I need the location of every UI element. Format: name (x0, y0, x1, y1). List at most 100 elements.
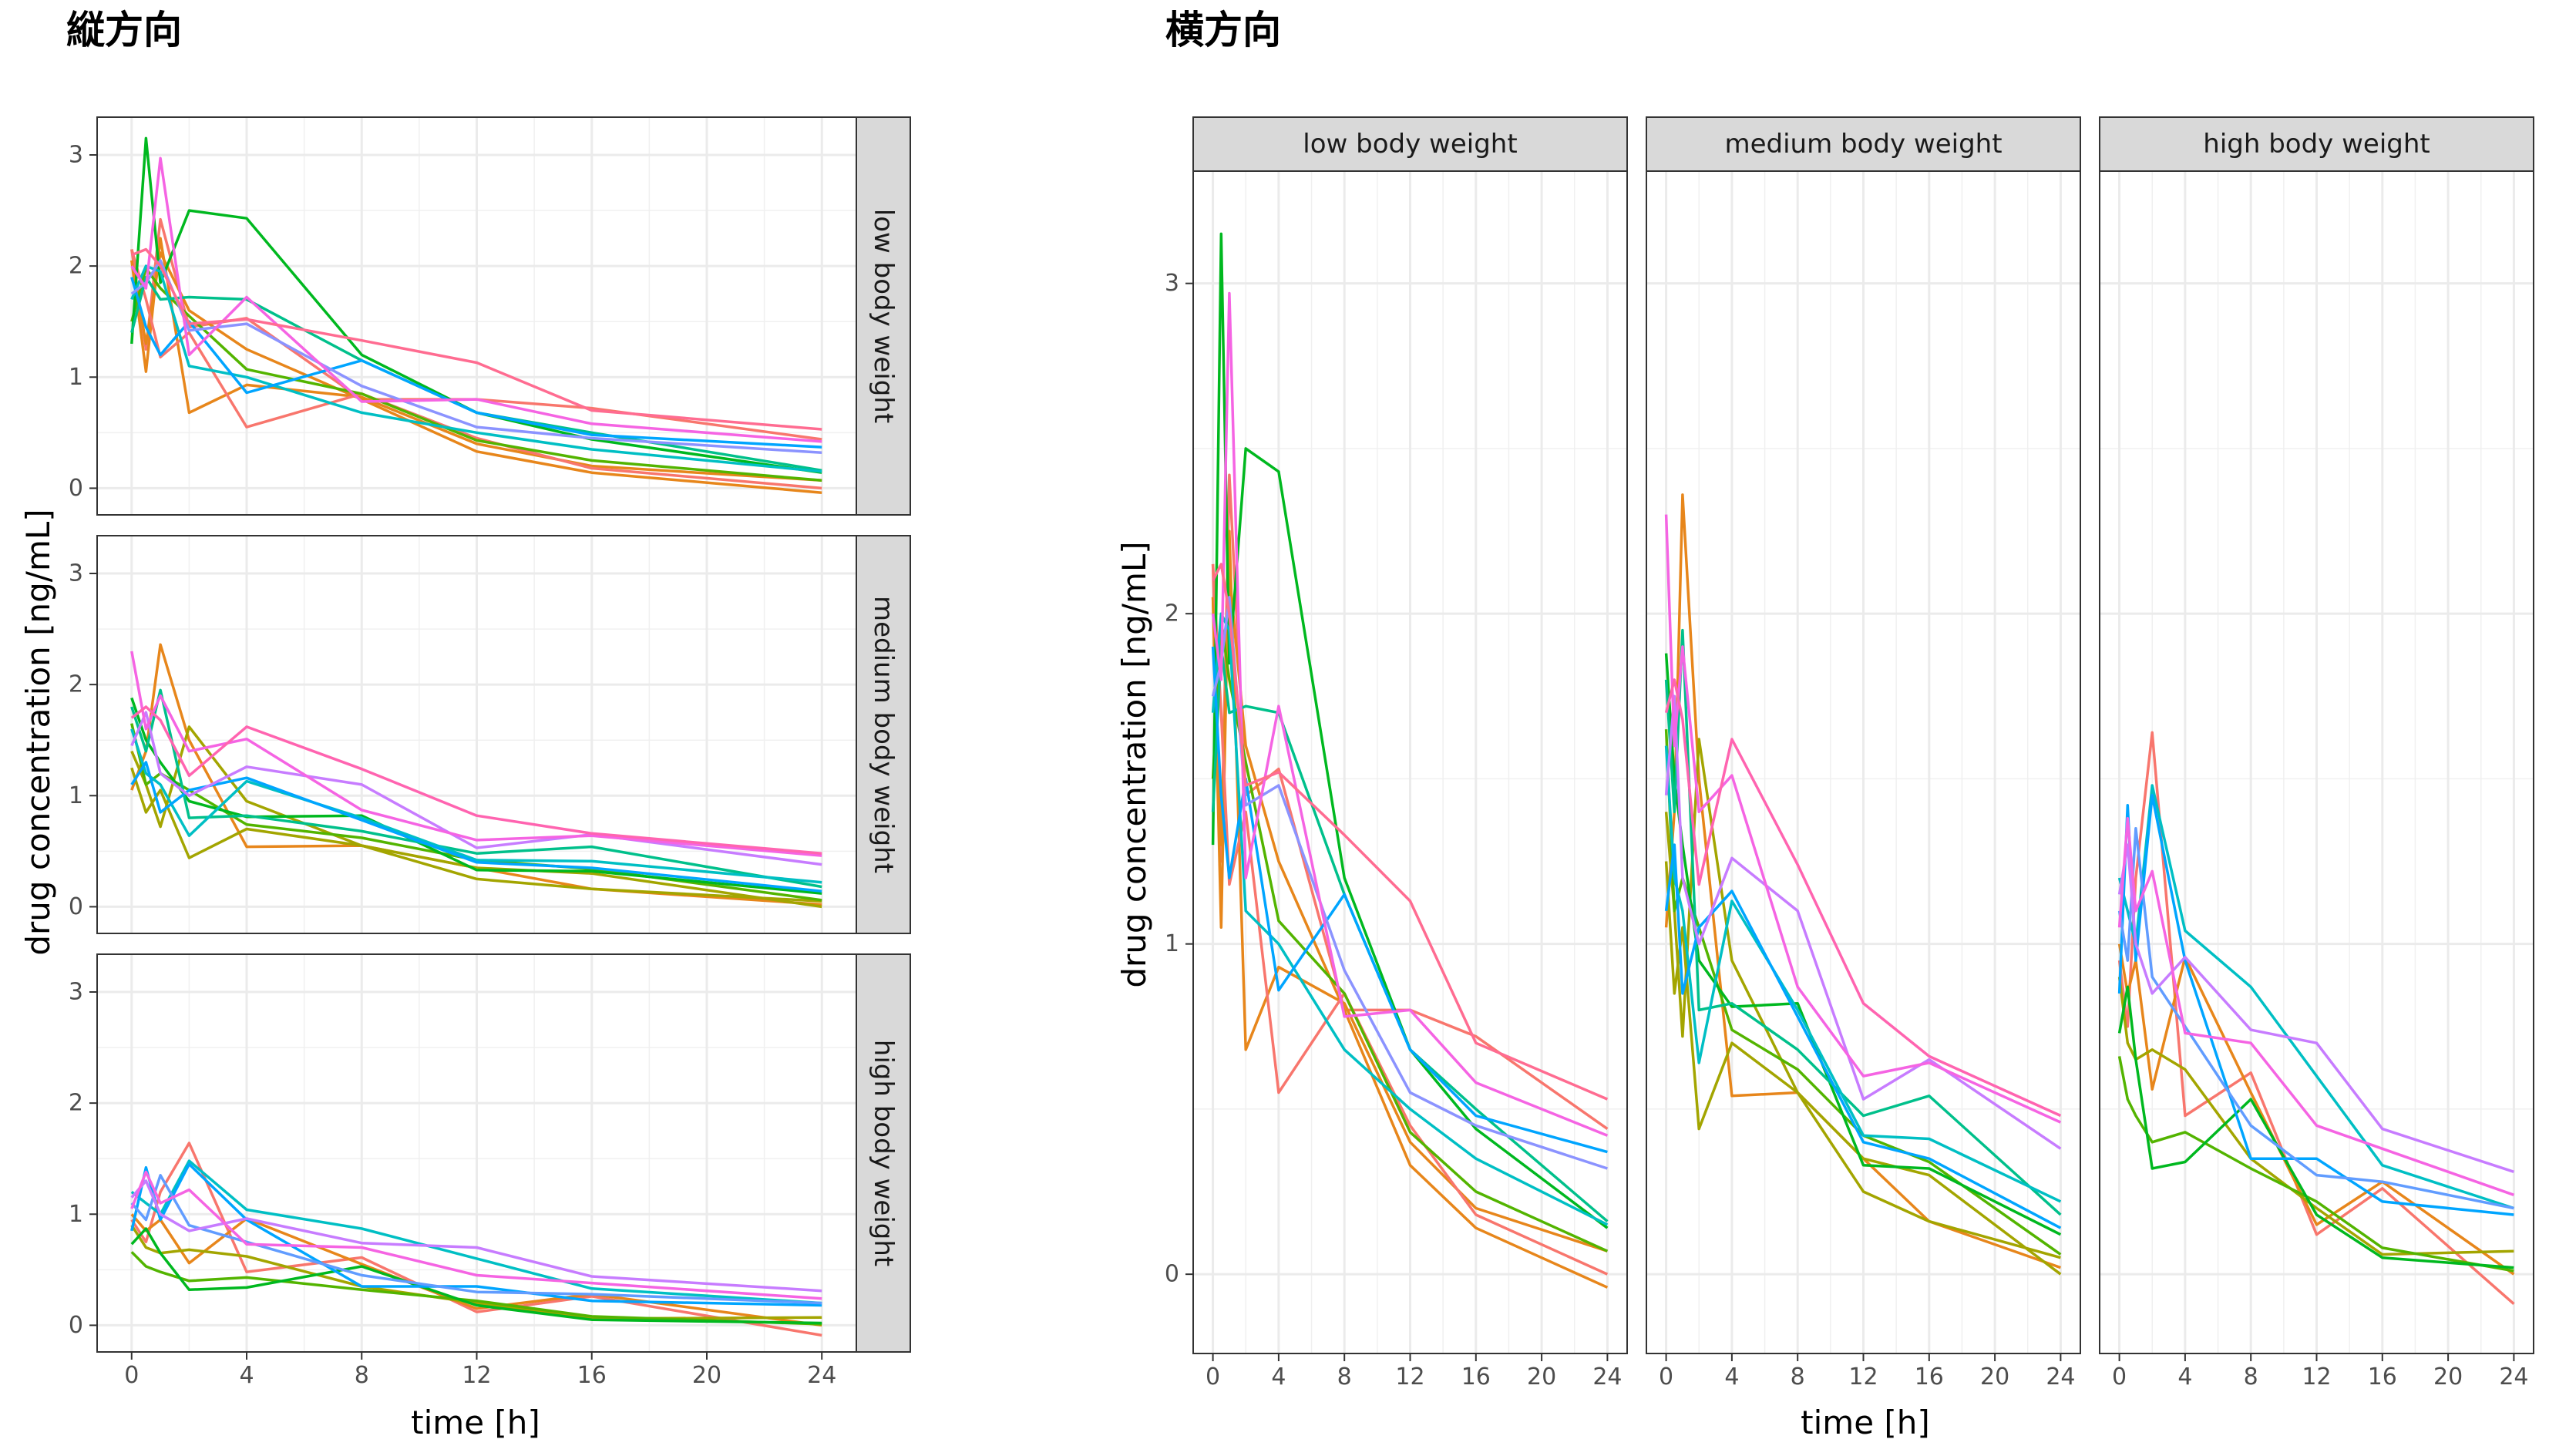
h-medium-body-weight-series-line-11 (1664, 678, 2062, 1118)
v-high-body-weight-x-tick-label: 20 (692, 1362, 721, 1389)
v-low-body-weight-y-tick-label: 0 (69, 475, 83, 502)
v-low-body-weight-strip-label: low body weight (868, 209, 899, 423)
h-high-body-weight-series-line-5 (2117, 985, 2514, 1269)
v-high-body-weight-series-line-10 (130, 1170, 822, 1300)
v-low-body-weight-series-line-12 (131, 247, 822, 431)
h-low-body-weight-series-line-6 (1211, 232, 1609, 1229)
vertical-y-axis-title: drug concentration [ng/mL] (19, 509, 57, 955)
v-high-body-weight-series-line-8 (130, 1174, 822, 1305)
h-low-body-weight-strip (1192, 116, 1628, 172)
h-medium-body-weight-x-tick-label: 20 (1980, 1364, 2009, 1390)
v-low-body-weight-series-line-8 (130, 264, 822, 473)
v-low-body-weight-series-line-4 (130, 249, 822, 490)
v-low-body-weight-y-tick-label: 2 (69, 253, 83, 280)
v-low-body-weight-series-line-9 (130, 277, 822, 449)
v-high-body-weight-y-tick-label: 3 (69, 979, 83, 1006)
h-high-body-weight-panel: high body weight 0 4 8 12 16 20 24 (2099, 116, 2534, 1390)
h-low-body-weight-series-line-8 (1211, 612, 1609, 1226)
h-low-body-weight-x-tick-label: 20 (1527, 1364, 1556, 1390)
vertical-figure-title: 縦方向 (66, 8, 182, 52)
v-high-body-weight-series-line-4 (130, 1251, 822, 1326)
h-low-body-weight-x-tick-label: 12 (1395, 1364, 1424, 1390)
v-low-body-weight-series-line-10 (130, 259, 822, 455)
h-medium-body-weight-series-group (1664, 493, 2062, 1276)
h-medium-body-weight-x-tick-label: 12 (1848, 1364, 1878, 1390)
h-low-body-weight-x-tick-label: 16 (1461, 1364, 1491, 1390)
h-low-body-weight-x-tick-label: 24 (1592, 1364, 1622, 1390)
v-high-body-weight-x-tick-label: 12 (462, 1362, 491, 1389)
h-low-body-weight-series-line-10 (1211, 596, 1608, 1170)
h-high-body-weight-strip-label: high body weight (2203, 129, 2430, 160)
horizontal-figure-title: 横方向 (1165, 8, 1281, 52)
h-medium-body-weight-series-line-8 (1664, 843, 2062, 1229)
v-medium-body-weight-y-tick-label: 0 (69, 893, 83, 920)
h-medium-body-weight-x-tick-label: 24 (2046, 1364, 2075, 1390)
h-high-body-weight-series-line-4 (2117, 1056, 2514, 1273)
h-low-body-weight-y-tick-label: 3 (1165, 270, 1179, 297)
horizontal-y-axis-title: drug concentration [ng/mL] (1115, 541, 1153, 987)
v-medium-body-weight-series-line-10 (130, 651, 822, 857)
v-high-body-weight-y-tick-label: 1 (69, 1201, 83, 1228)
h-low-body-weight-x-tick-label: 4 (1271, 1364, 1286, 1390)
v-medium-body-weight-strip-label: medium body weight (868, 596, 899, 873)
h-medium-body-weight-x-tick-label: 16 (1915, 1364, 1944, 1390)
h-high-body-weight-series-line-10 (2117, 817, 2514, 1196)
h-low-body-weight-series-line-4 (1211, 563, 1609, 1276)
v-high-body-weight-x-tick-label: 4 (239, 1362, 254, 1389)
v-high-body-weight-x-tick-label: 16 (577, 1362, 607, 1389)
v-high-body-weight-x-tick-label: 8 (355, 1362, 369, 1389)
h-low-body-weight-series-group (1211, 232, 1609, 1289)
h-low-body-weight-x-tick-label: 0 (1206, 1364, 1220, 1390)
h-low-body-weight-y-tick-label: 2 (1165, 600, 1179, 627)
v-medium-body-weight-series-line-9 (130, 711, 822, 866)
v-high-body-weight-x-tick-label: 24 (807, 1362, 836, 1389)
v-medium-body-weight-strip (856, 535, 911, 934)
h-high-body-weight-series-line-9 (2117, 843, 2514, 1173)
h-medium-body-weight-panel: medium body weight 0 4 8 12 16 20 24 (1646, 116, 2081, 1390)
v-medium-body-weight-series-line-11 (130, 705, 822, 855)
v-low-body-weight-panel: low body weight 0 1 2 3 (69, 116, 911, 516)
h-medium-body-weight-series-line-3 (1664, 861, 2061, 1259)
h-high-body-weight-x-tick-label: 0 (2112, 1364, 2127, 1390)
v-low-body-weight-series-line-11 (130, 156, 822, 443)
vertical-x-axis-title: time [h] (411, 1404, 540, 1441)
h-high-body-weight-x-tick-label: 12 (2302, 1364, 2331, 1390)
v-high-body-weight-y-tick-label: 0 (69, 1312, 83, 1339)
h-low-body-weight-series-line-9 (1211, 646, 1608, 1154)
h-high-body-weight-strip (2099, 116, 2534, 172)
v-low-body-weight-series-line-6 (130, 136, 822, 474)
h-low-body-weight-y-tick-label: 0 (1165, 1261, 1179, 1288)
v-low-body-weight-y-tick-label: 1 (69, 364, 83, 391)
h-medium-body-weight-strip (1646, 116, 2081, 172)
h-medium-body-weight-strip-label: medium body weight (1724, 129, 2002, 160)
v-low-body-weight-strip (856, 116, 911, 516)
h-high-body-weight-series-line-3 (2117, 977, 2514, 1256)
h-medium-body-weight-series-line-10 (1664, 514, 2062, 1124)
h-high-body-weight-series-group (2117, 731, 2515, 1306)
v-medium-body-weight-series-line-8 (130, 761, 822, 893)
v-high-body-weight-series-group (130, 1142, 822, 1337)
v-high-body-weight-x-tick-label: 0 (124, 1362, 139, 1389)
h-medium-body-weight-series-line-9 (1664, 694, 2062, 1150)
h-high-body-weight-x-tick-label: 4 (2177, 1364, 2192, 1390)
v-medium-body-weight-y-tick-label: 3 (69, 560, 83, 587)
h-high-body-weight-x-tick-label: 8 (2244, 1364, 2258, 1390)
v-medium-body-weight-series-group (130, 643, 822, 909)
v-medium-body-weight-series-line-3 (130, 767, 822, 903)
h-medium-body-weight-series-line-5 (1664, 653, 2062, 1236)
v-low-body-weight-series-line-7 (130, 275, 822, 472)
v-high-body-weight-series-line-3 (130, 1224, 822, 1320)
v-medium-body-weight-panel: medium body weight 0 1 2 3 (69, 535, 911, 934)
h-low-body-weight-x-tick-label: 8 (1337, 1364, 1352, 1390)
v-high-body-weight-strip-label: high body weight (868, 1040, 899, 1266)
v-low-body-weight-series-group (130, 136, 822, 494)
v-medium-body-weight-y-tick-label: 2 (69, 671, 83, 698)
v-medium-body-weight-y-tick-label: 1 (69, 782, 83, 809)
v-low-body-weight-y-tick-label: 3 (69, 142, 83, 169)
h-low-body-weight-y-tick-label: 1 (1165, 930, 1179, 957)
